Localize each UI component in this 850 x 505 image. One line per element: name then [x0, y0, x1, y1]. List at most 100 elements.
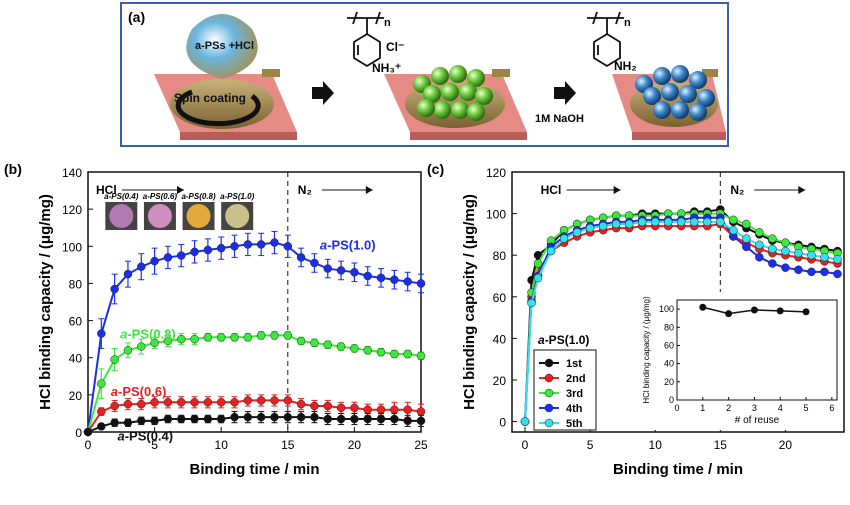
- inset-photo-label: a-PS(0.8): [181, 192, 216, 201]
- data-point: [768, 234, 777, 243]
- inset-y-tick-label: 60: [664, 340, 674, 350]
- data-point: [203, 414, 213, 424]
- inset-x-axis-label: # of reuse: [735, 415, 780, 426]
- sample-spot: [147, 204, 172, 228]
- data-point: [390, 349, 399, 359]
- data-point: [611, 219, 621, 229]
- sample-spot: [186, 204, 211, 228]
- data-point: [637, 217, 647, 227]
- x-tick-label: 25: [414, 438, 428, 452]
- data-point: [768, 244, 777, 254]
- schematic-panel: (a) a-PSs +HCl Spin coating n NH₃⁺ Cl⁻: [120, 2, 729, 147]
- legend-marker: [544, 373, 554, 383]
- data-point: [742, 234, 751, 243]
- data-point: [137, 342, 146, 351]
- data-point: [833, 255, 842, 264]
- y-tick-label: 100: [486, 208, 506, 222]
- inset-x-tick-label: 1: [700, 403, 705, 413]
- data-point: [650, 217, 660, 227]
- data-point: [243, 396, 253, 405]
- data-point: [363, 271, 372, 281]
- data-point: [150, 416, 159, 426]
- y-axis-label: HCl binding capacity / (μg/mg): [37, 194, 54, 410]
- data-point: [190, 398, 199, 407]
- x-tick-label: 20: [348, 438, 362, 452]
- data-point: [403, 349, 412, 359]
- series-label-prefix: a: [111, 384, 118, 399]
- data-point: [270, 238, 279, 247]
- data-point: [390, 275, 399, 284]
- n2-phase-label: N₂: [298, 183, 312, 197]
- x-tick-label: 0: [522, 438, 529, 452]
- naoh-label: 1M NaOH: [535, 113, 584, 125]
- inset-x-tick-label: 0: [674, 403, 679, 413]
- data-point: [703, 217, 712, 227]
- legend-entry-5th: 5th: [566, 418, 583, 430]
- data-point: [256, 331, 266, 340]
- data-point: [256, 240, 266, 249]
- x-tick-label: 20: [779, 438, 793, 452]
- data-point: [376, 347, 386, 357]
- inset-photo-label: a-PS(0.4): [104, 192, 139, 201]
- data-point: [296, 412, 306, 422]
- data-point: [296, 336, 306, 346]
- data-point: [270, 331, 279, 340]
- inset-point: [699, 303, 707, 311]
- inset-x-tick-label: 2: [726, 403, 731, 413]
- data-point: [781, 263, 790, 272]
- polymer-structure-1: [347, 11, 384, 68]
- inset-y-tick-label: 40: [664, 359, 674, 369]
- y-tick-label: 20: [493, 374, 507, 388]
- data-point: [230, 333, 239, 342]
- data-point: [296, 253, 306, 262]
- data-point: [363, 414, 372, 424]
- data-point: [150, 398, 159, 407]
- data-point: [97, 329, 106, 338]
- data-point: [742, 219, 751, 229]
- y-tick-label: 60: [493, 291, 507, 305]
- data-point: [416, 407, 426, 416]
- data-point: [833, 269, 842, 279]
- data-point: [123, 399, 133, 409]
- data-point: [203, 333, 213, 342]
- data-point: [243, 333, 253, 342]
- data-point: [310, 412, 319, 422]
- panel-b-label: (b): [4, 161, 22, 177]
- y-axis-label: HCl binding capacity / (μg/mg): [461, 194, 478, 410]
- data-point: [97, 422, 106, 431]
- data-point: [230, 398, 239, 407]
- data-point: [807, 250, 816, 260]
- series-label-prefix: a: [320, 237, 327, 252]
- data-point: [283, 331, 293, 340]
- data-point: [755, 253, 764, 262]
- data-point: [527, 298, 536, 308]
- data-point: [820, 267, 829, 277]
- data-point: [123, 269, 133, 279]
- data-point: [533, 273, 543, 283]
- data-point: [363, 405, 372, 414]
- data-point: [150, 338, 159, 348]
- blue-particle-cluster: [635, 65, 715, 121]
- repeat-unit-n-2: n: [624, 17, 631, 29]
- y-tick-label: 40: [69, 352, 83, 366]
- data-point: [176, 334, 186, 344]
- data-point: [546, 246, 556, 256]
- inset-photo-label: a-PS(1.0): [220, 192, 255, 201]
- series-label-prefix: a: [120, 327, 127, 342]
- process-arrow-2: [554, 81, 576, 105]
- inset-x-tick-label: 4: [778, 403, 783, 413]
- data-point: [416, 279, 426, 288]
- data-point: [742, 242, 751, 252]
- data-point: [163, 336, 173, 346]
- inset-x-tick-label: 5: [804, 403, 809, 413]
- data-point: [110, 401, 119, 411]
- amine-label: NH₂: [614, 59, 637, 73]
- data-point: [190, 334, 199, 344]
- chloride-label: Cl⁻: [386, 40, 404, 54]
- data-point: [203, 398, 213, 407]
- hcl-arrowhead: [176, 186, 184, 194]
- data-point: [336, 342, 346, 351]
- legend-entry-1st: 1st: [566, 358, 582, 370]
- data-point: [323, 340, 333, 349]
- data-point: [376, 273, 386, 283]
